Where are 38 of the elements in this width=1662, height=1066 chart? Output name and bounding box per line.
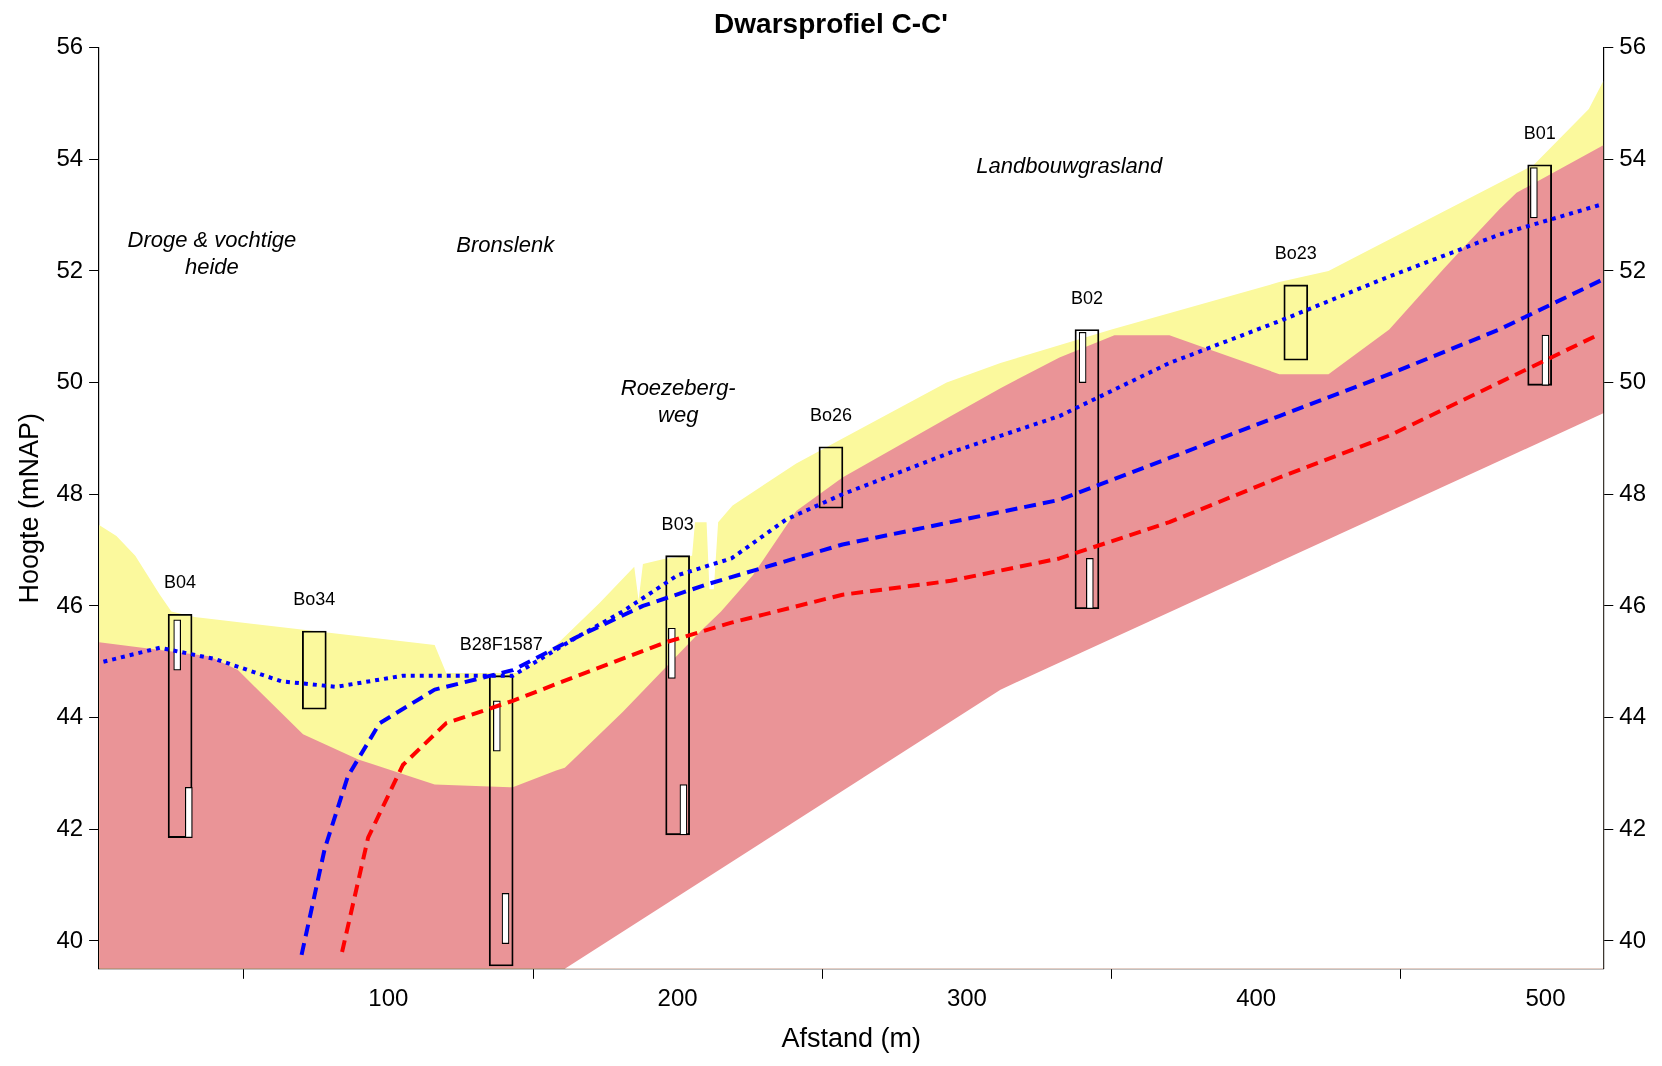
data-label: B02: [1070, 287, 1103, 308]
y2-tick-label: 46: [1619, 590, 1647, 618]
y2-tick-label: 42: [1619, 813, 1647, 841]
y-tick-label: 50: [56, 367, 84, 395]
y2-tick-label: 50: [1619, 367, 1647, 395]
data-label: B04: [164, 572, 197, 593]
y2-tick-label: 56: [1619, 32, 1647, 60]
annotation: Droge & vochtige heide: [127, 227, 297, 280]
x-tick-label: 400: [1236, 983, 1277, 1011]
data-label: B01: [1523, 122, 1556, 143]
y-tick-label: 44: [56, 702, 84, 730]
x-tick-label: 500: [1525, 983, 1566, 1011]
y2-tick-label: 54: [1619, 143, 1647, 171]
y2-tick-label: 40: [1619, 925, 1647, 953]
y2-tick-label: 44: [1619, 702, 1647, 730]
annotation: Landbouwgrasland: [976, 153, 1164, 179]
data-label: Bo23: [1274, 242, 1317, 263]
y-tick-label: 56: [56, 32, 84, 60]
chart-title: Dwarsprofiel C-C': [714, 7, 948, 39]
y-tick-label: 46: [56, 590, 84, 618]
data-label: Bo34: [293, 589, 336, 609]
x-tick-label: 200: [657, 983, 698, 1011]
y2-tick-label: 52: [1619, 255, 1647, 283]
x-tick-label: 300: [946, 983, 987, 1011]
annotation: Roezeberg- weg: [620, 374, 736, 427]
data-label: B28F1587: [459, 633, 543, 654]
y-tick-label: 54: [56, 143, 84, 171]
x-axis-title: Afstand (m): [781, 1023, 921, 1054]
y2-tick-label: 48: [1619, 478, 1647, 506]
y-tick-label: 40: [56, 925, 84, 953]
y-tick-label: 48: [56, 478, 84, 506]
y-tick-label: 42: [56, 813, 84, 841]
annotation: Bronslenk: [456, 231, 556, 257]
data-label: Bo26: [809, 404, 852, 425]
y-tick-label: 52: [56, 255, 84, 283]
y-axis-title: Hoogte (mNAP): [13, 412, 44, 604]
data-label: B03: [661, 513, 694, 534]
x-tick-label: 100: [368, 983, 409, 1011]
